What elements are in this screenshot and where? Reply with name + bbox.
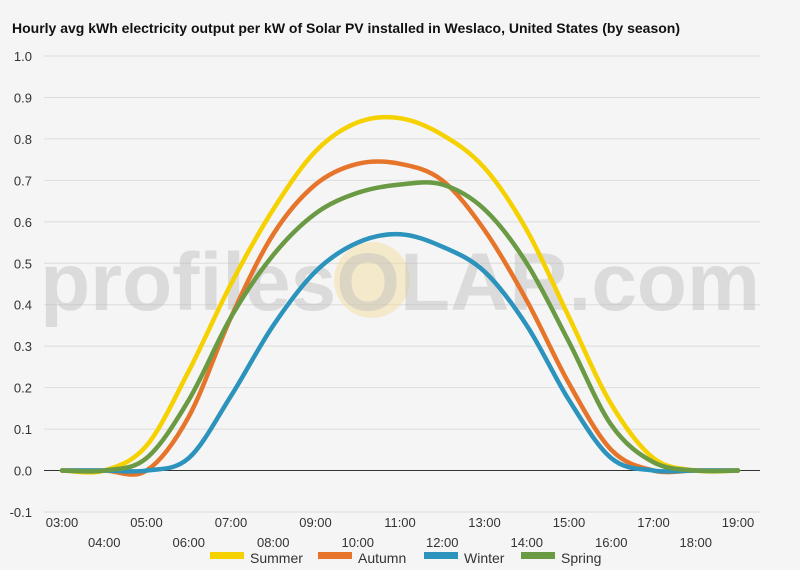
legend-label-winter: Winter	[464, 550, 505, 566]
series-lines	[59, 114, 741, 477]
y-tick-label: 0.5	[14, 256, 32, 271]
x-tick-label: 18:00	[679, 535, 712, 550]
grid-lines	[44, 55, 760, 513]
legend-label-spring: Spring	[561, 550, 601, 566]
series-line-winter	[59, 231, 741, 474]
x-tick-label: 04:00	[88, 535, 121, 550]
legend: Summer Autumn Winter Spring	[210, 550, 601, 566]
x-tick-label: 06:00	[172, 535, 205, 550]
legend-swatch-winter	[424, 552, 458, 559]
x-tick-label: 15:00	[553, 515, 586, 530]
x-tick-label: 09:00	[299, 515, 332, 530]
x-tick-label: 16:00	[595, 535, 628, 550]
y-tick-label: -0.1	[10, 505, 32, 520]
watermark-sun-icon	[334, 242, 410, 318]
legend-swatch-summer	[210, 552, 244, 559]
y-tick-label: 0.3	[14, 339, 32, 354]
series-line-autumn	[59, 159, 741, 477]
y-tick-label: 1.0	[14, 49, 32, 64]
x-tick-label: 11:00	[384, 515, 416, 530]
legend-swatch-autumn	[318, 552, 352, 559]
y-tick-label: 0.7	[14, 173, 32, 188]
series-line-summer	[59, 114, 741, 475]
y-axis-ticks: -0.1 0.0 0.1 0.2 0.3 0.4 0.5 0.6 0.7 0.8 0.9 1.0	[10, 49, 32, 520]
y-tick-label: 0.9	[14, 90, 32, 105]
y-tick-label: 0.6	[14, 215, 32, 230]
series-line-spring	[59, 180, 741, 474]
y-tick-label: 0.4	[14, 298, 32, 313]
watermark-text: profilesOLAR.com	[40, 237, 760, 328]
y-tick-label: 0.1	[14, 422, 32, 437]
x-tick-label: 19:00	[722, 515, 755, 530]
chart-title: Hourly avg kWh electricity output per kW…	[12, 20, 680, 36]
x-tick-label: 07:00	[215, 515, 248, 530]
x-tick-label: 13:00	[468, 515, 501, 530]
y-tick-label: 0.0	[14, 464, 32, 479]
x-tick-label: 17:00	[637, 515, 670, 530]
x-tick-label: 12:00	[426, 535, 459, 550]
watermark: profilesOLAR.com	[40, 237, 760, 328]
y-tick-label: 0.8	[14, 132, 32, 147]
y-tick-label: 0.2	[14, 381, 32, 396]
x-tick-label: 05:00	[130, 515, 163, 530]
x-axis-ticks: 03:00 04:00 05:00 06:00 07:00 08:00 09:00 10:00…	[46, 515, 755, 550]
x-tick-label: 03:00	[46, 515, 79, 530]
x-tick-label: 14:00	[510, 535, 543, 550]
x-tick-label: 10:00	[341, 535, 374, 550]
legend-label-summer: Summer	[250, 550, 303, 566]
legend-label-autumn: Autumn	[358, 550, 406, 566]
x-tick-label: 08:00	[257, 535, 290, 550]
legend-swatch-spring	[521, 552, 555, 559]
